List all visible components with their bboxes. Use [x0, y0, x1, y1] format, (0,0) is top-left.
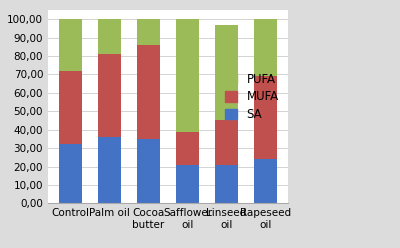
Bar: [137, 139, 160, 203]
Bar: [176, 131, 199, 165]
Bar: [215, 25, 238, 121]
Bar: [59, 19, 82, 71]
Bar: [254, 159, 277, 203]
Bar: [215, 121, 238, 165]
Bar: [176, 165, 199, 203]
Bar: [254, 19, 277, 76]
Bar: [98, 137, 121, 203]
Bar: [59, 71, 82, 144]
Bar: [137, 19, 160, 45]
Bar: [176, 19, 199, 131]
Bar: [98, 54, 121, 137]
Legend: PUFA, MUFA, SA: PUFA, MUFA, SA: [222, 69, 282, 125]
Bar: [137, 45, 160, 139]
Bar: [254, 76, 277, 159]
Bar: [98, 19, 121, 54]
Bar: [59, 144, 82, 203]
Bar: [215, 165, 238, 203]
